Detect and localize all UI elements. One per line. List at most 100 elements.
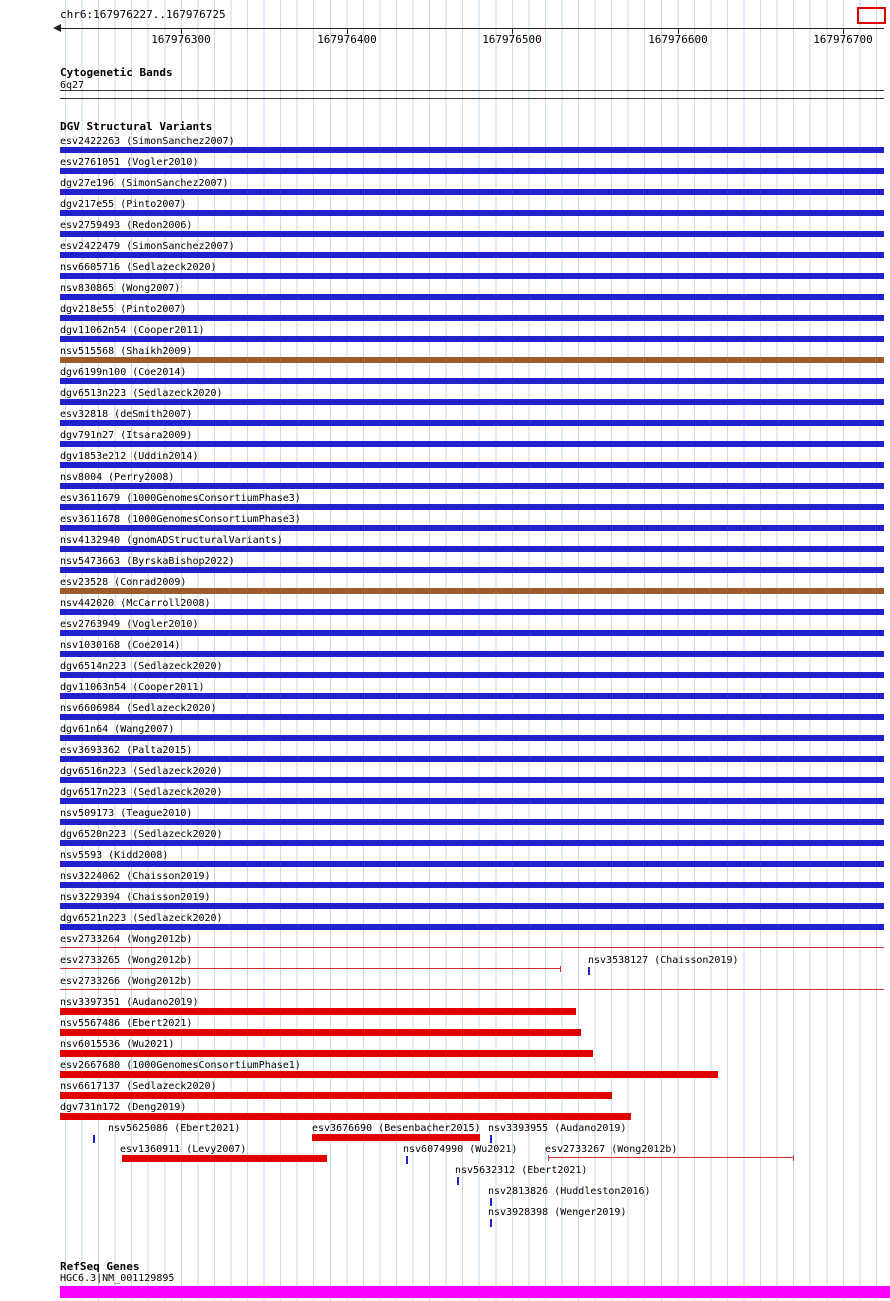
variant-label[interactable]: nsv509173 (Teague2010) <box>60 808 193 819</box>
variant-tick[interactable] <box>490 1135 492 1143</box>
variant-bar[interactable] <box>60 798 884 804</box>
variant-label[interactable]: nsv3393955 (Audano2019) <box>488 1123 627 1134</box>
variant-bar[interactable] <box>60 294 884 300</box>
variant-bar[interactable] <box>60 756 884 762</box>
variant-label[interactable]: nsv6074990 (Wu2021) <box>403 1144 518 1155</box>
variant-label[interactable]: nsv3928398 (Wenger2019) <box>488 1207 627 1218</box>
variant-label[interactable]: esv2733264 (Wong2012b) <box>60 934 193 945</box>
variant-label[interactable]: dgv6520n223 (Sedlazeck2020) <box>60 829 223 840</box>
variant-bar[interactable] <box>60 168 884 174</box>
variant-label[interactable]: nsv3224062 (Chaisson2019) <box>60 871 211 882</box>
variant-bar[interactable] <box>60 861 884 867</box>
variant-label[interactable]: esv3611678 (1000GenomesConsortiumPhase3) <box>60 514 301 525</box>
variant-label[interactable]: nsv5593 (Kidd2008) <box>60 850 169 861</box>
variant-label[interactable]: nsv3397351 (Audano2019) <box>60 997 199 1008</box>
variant-bar[interactable] <box>60 693 884 699</box>
variant-bar[interactable] <box>60 1050 593 1057</box>
variant-bar[interactable] <box>60 525 884 531</box>
variant-label[interactable]: nsv5625086 (Ebert2021) <box>108 1123 241 1134</box>
variant-bar[interactable] <box>60 924 884 930</box>
variant-label[interactable]: dgv61n64 (Wang2007) <box>60 724 175 735</box>
variant-label[interactable]: nsv8004 (Perry2008) <box>60 472 175 483</box>
variant-bar[interactable] <box>60 1092 612 1099</box>
variant-bar[interactable] <box>122 1155 327 1162</box>
variant-label[interactable]: dgv6521n223 (Sedlazeck2020) <box>60 913 223 924</box>
variant-line[interactable] <box>60 947 884 948</box>
variant-bar[interactable] <box>60 714 884 720</box>
variant-label[interactable]: nsv1030168 (Coe2014) <box>60 640 181 651</box>
variant-label[interactable]: dgv27e196 (SimonSanchez2007) <box>60 178 229 189</box>
variant-label[interactable]: nsv830865 (Wong2007) <box>60 283 181 294</box>
variant-bar[interactable] <box>60 819 884 825</box>
variant-label[interactable]: esv1360911 (Levy2007) <box>120 1144 247 1155</box>
variant-bar[interactable] <box>60 609 884 615</box>
variant-bar[interactable] <box>60 189 884 195</box>
variant-bar[interactable] <box>60 735 884 741</box>
variant-bar[interactable] <box>60 399 884 405</box>
variant-label[interactable]: esv3693362 (Palta2015) <box>60 745 193 756</box>
variant-label[interactable]: dgv6514n223 (Sedlazeck2020) <box>60 661 223 672</box>
variant-label[interactable]: esv3611679 (1000GenomesConsortiumPhase3) <box>60 493 301 504</box>
variant-tick[interactable] <box>93 1135 95 1143</box>
variant-line[interactable] <box>548 1157 793 1158</box>
variant-label[interactable]: esv2759493 (Redon2006) <box>60 220 193 231</box>
variant-label[interactable]: esv2422263 (SimonSanchez2007) <box>60 136 235 147</box>
variant-line[interactable] <box>60 989 884 990</box>
variant-bar[interactable] <box>60 231 884 237</box>
variant-bar[interactable] <box>60 651 884 657</box>
variant-tick[interactable] <box>490 1198 492 1206</box>
variant-label[interactable]: esv2733265 (Wong2012b) <box>60 955 193 966</box>
variant-bar[interactable] <box>60 420 884 426</box>
variant-bar[interactable] <box>60 588 884 594</box>
variant-label[interactable]: nsv515568 (Shaikh2009) <box>60 346 193 357</box>
variant-label[interactable]: esv23528 (Conrad2009) <box>60 577 187 588</box>
variant-label[interactable]: esv2763949 (Vogler2010) <box>60 619 199 630</box>
variant-label[interactable]: dgv218e55 (Pinto2007) <box>60 304 187 315</box>
variant-bar[interactable] <box>60 1029 581 1036</box>
variant-bar[interactable] <box>60 504 884 510</box>
variant-bar[interactable] <box>60 777 884 783</box>
variant-bar[interactable] <box>60 546 884 552</box>
variant-label[interactable]: nsv5567486 (Ebert2021) <box>60 1018 193 1029</box>
variant-label[interactable]: nsv5473663 (ByrskaBishop2022) <box>60 556 235 567</box>
variant-bar[interactable] <box>60 441 884 447</box>
variant-tick[interactable] <box>490 1219 492 1227</box>
variant-bar[interactable] <box>60 273 884 279</box>
variant-label[interactable]: dgv6517n223 (Sedlazeck2020) <box>60 787 223 798</box>
variant-label[interactable]: nsv6015536 (Wu2021) <box>60 1039 175 1050</box>
variant-label[interactable]: dgv1853e212 (Uddin2014) <box>60 451 199 462</box>
variant-tick[interactable] <box>588 967 590 975</box>
variant-label[interactable]: nsv6617137 (Sedlazeck2020) <box>60 1081 217 1092</box>
variant-label[interactable]: nsv4132940 (gnomADStructuralVariants) <box>60 535 283 546</box>
variant-bar[interactable] <box>60 630 884 636</box>
variant-bar[interactable] <box>60 882 884 888</box>
variant-bar[interactable] <box>60 336 884 342</box>
variant-tick[interactable] <box>457 1177 459 1185</box>
variant-bar[interactable] <box>60 462 884 468</box>
variant-bar[interactable] <box>60 357 884 363</box>
variant-bar[interactable] <box>60 840 884 846</box>
variant-label[interactable]: dgv6199n100 (Coe2014) <box>60 367 187 378</box>
variant-label[interactable]: dgv791n27 (Itsara2009) <box>60 430 193 441</box>
variant-label[interactable]: esv2761051 (Vogler2010) <box>60 157 199 168</box>
refseq-gene-bar[interactable] <box>60 1286 890 1298</box>
refseq-gene-label[interactable]: HGC6.3|NM_001129895 <box>60 1273 175 1284</box>
variant-bar[interactable] <box>60 672 884 678</box>
variant-bar[interactable] <box>312 1134 480 1141</box>
variant-line[interactable] <box>60 968 560 969</box>
variant-tick[interactable] <box>406 1156 408 1164</box>
variant-label[interactable]: dgv731n172 (Deng2019) <box>60 1102 187 1113</box>
variant-label[interactable]: nsv3538127 (Chaisson2019) <box>588 955 739 966</box>
variant-label[interactable]: nsv6605716 (Sedlazeck2020) <box>60 262 217 273</box>
variant-label[interactable]: dgv11063n54 (Cooper2011) <box>60 682 205 693</box>
variant-label[interactable]: nsv5632312 (Ebert2021) <box>455 1165 588 1176</box>
variant-label[interactable]: esv3676690 (Besenbacher2015) <box>312 1123 481 1134</box>
variant-bar[interactable] <box>60 210 884 216</box>
variant-bar[interactable] <box>60 315 884 321</box>
variant-bar[interactable] <box>60 147 884 153</box>
variant-bar[interactable] <box>60 903 884 909</box>
variant-bar[interactable] <box>60 1071 718 1078</box>
variant-label[interactable]: nsv3229394 (Chaisson2019) <box>60 892 211 903</box>
variant-label[interactable]: nsv6606984 (Sedlazeck2020) <box>60 703 217 714</box>
variant-label[interactable]: nsv442020 (McCarroll2008) <box>60 598 211 609</box>
